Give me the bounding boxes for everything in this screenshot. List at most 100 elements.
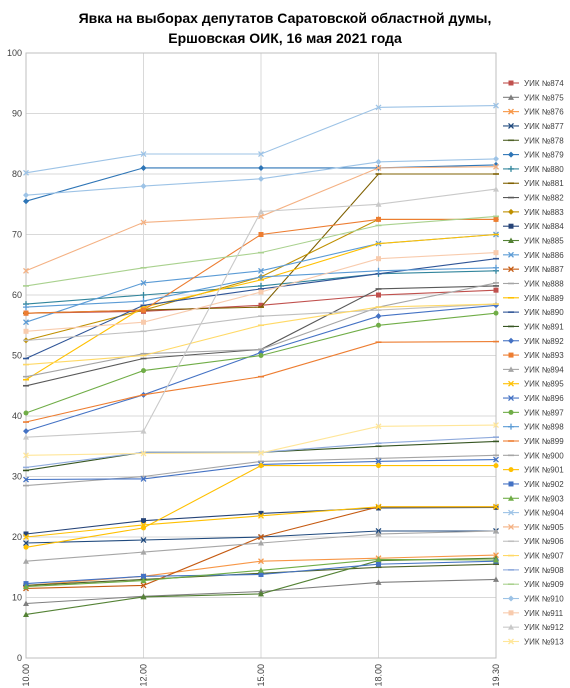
- data-point: [23, 558, 29, 564]
- legend: УИК №874 УИК №875 УИК №876 УИК №877 УИК №878…: [503, 79, 564, 646]
- data-point: [23, 319, 29, 326]
- data-point: [258, 175, 264, 182]
- data-point: [376, 561, 381, 567]
- data-point: [140, 183, 147, 190]
- data-point: [375, 527, 382, 534]
- data-point: [493, 302, 499, 309]
- data-point: [376, 256, 381, 262]
- data-point: [23, 198, 29, 205]
- legend-entry: УИК №911: [503, 609, 564, 618]
- legend-label: УИК №892: [524, 337, 564, 346]
- legend-entry: УИК №902: [503, 480, 564, 489]
- data-point: [23, 611, 29, 617]
- legend-label: УИК №893: [524, 351, 564, 360]
- legend-label: УИК №894: [524, 365, 564, 374]
- data-point: [140, 219, 147, 226]
- legend-swatch-marker: [508, 624, 514, 630]
- chart-title-line-2: Ершовская ОИК, 16 мая 2021 года: [168, 30, 402, 46]
- legend-entry: УИК №896: [503, 394, 564, 403]
- legend-label: УИК №878: [524, 136, 564, 145]
- legend-label: УИК №900: [524, 451, 564, 460]
- data-point: [376, 216, 381, 222]
- series-28: [23, 463, 499, 550]
- data-point: [23, 581, 29, 587]
- data-point: [375, 503, 382, 510]
- data-point: [140, 151, 147, 157]
- legend-entry: УИК №876: [503, 108, 564, 117]
- series-17: [23, 257, 499, 360]
- data-point: [140, 450, 147, 457]
- legend-entry: УИК №895: [503, 380, 564, 389]
- series-40: [23, 422, 499, 459]
- legend-entry: УИК №888: [503, 279, 564, 288]
- data-point: [375, 313, 382, 320]
- data-point: [23, 304, 29, 311]
- series-20: [23, 216, 499, 316]
- legend-swatch-marker: [508, 638, 514, 645]
- legend-swatch-marker: [508, 151, 514, 158]
- legend-entry: УИК №880: [503, 165, 564, 174]
- data-point: [493, 186, 499, 192]
- legend-entry: УИК №877: [503, 122, 564, 131]
- data-point: [376, 292, 381, 298]
- chart-title-line-1: Явка на выборах депутатов Саратовской об…: [78, 10, 492, 26]
- legend-label: УИК №885: [524, 237, 564, 246]
- data-point: [23, 410, 29, 416]
- series-lines: [23, 102, 499, 617]
- data-point: [375, 104, 382, 111]
- data-point: [375, 164, 382, 171]
- data-point: [141, 319, 146, 325]
- legend-swatch-marker: [508, 423, 514, 430]
- legend-entry: УИК №892: [503, 337, 564, 346]
- legend-label: УИК №910: [524, 595, 564, 604]
- data-point: [258, 558, 264, 565]
- legend-entry: УИК №875: [503, 93, 564, 102]
- legend-entry: УИК №878: [503, 136, 564, 145]
- legend-entry: УИК №912: [503, 623, 564, 632]
- legend-swatch-marker: [508, 165, 514, 172]
- legend-label: УИК №903: [524, 494, 564, 503]
- data-point: [140, 428, 147, 434]
- data-point: [140, 549, 147, 555]
- legend-swatch-marker: [508, 108, 514, 115]
- legend-entry: УИК №891: [503, 322, 564, 331]
- legend-entry: УИК №890: [503, 308, 564, 317]
- plot-area-border: [25, 52, 497, 659]
- series-24: [23, 310, 499, 416]
- legend-swatch-marker: [508, 337, 514, 344]
- data-point: [140, 292, 147, 298]
- data-point: [141, 368, 146, 374]
- legend-entry: УИК №883: [503, 208, 564, 217]
- legend-entry: УИК №907: [503, 552, 564, 561]
- legend-swatch-marker: [508, 237, 514, 244]
- legend-label: УИК №909: [524, 580, 564, 589]
- legend-swatch-marker: [508, 380, 514, 387]
- legend-swatch-marker: [508, 395, 514, 401]
- data-point: [493, 163, 499, 170]
- data-point: [140, 279, 147, 286]
- data-point: [141, 573, 146, 579]
- legend-swatch-marker: [508, 366, 514, 372]
- data-point: [140, 164, 147, 171]
- data-point: [23, 267, 29, 274]
- data-point: [493, 310, 499, 316]
- data-point: [493, 287, 499, 293]
- data-point: [375, 579, 382, 585]
- data-point: [258, 208, 264, 215]
- x-tick-label: 15.00: [256, 664, 266, 687]
- legend-label: УИК №876: [524, 108, 564, 117]
- legend-label: УИК №877: [524, 122, 564, 131]
- data-point: [493, 216, 499, 222]
- data-point: [258, 572, 264, 578]
- data-point: [141, 518, 146, 524]
- legend-swatch-marker: [508, 595, 514, 602]
- legend-swatch-marker: [508, 123, 514, 129]
- series-30: [23, 556, 499, 590]
- data-point: [258, 267, 264, 274]
- legend-entry: УИК №905: [503, 523, 564, 532]
- series-16: [23, 233, 499, 381]
- data-point: [140, 582, 147, 589]
- data-point: [23, 534, 29, 540]
